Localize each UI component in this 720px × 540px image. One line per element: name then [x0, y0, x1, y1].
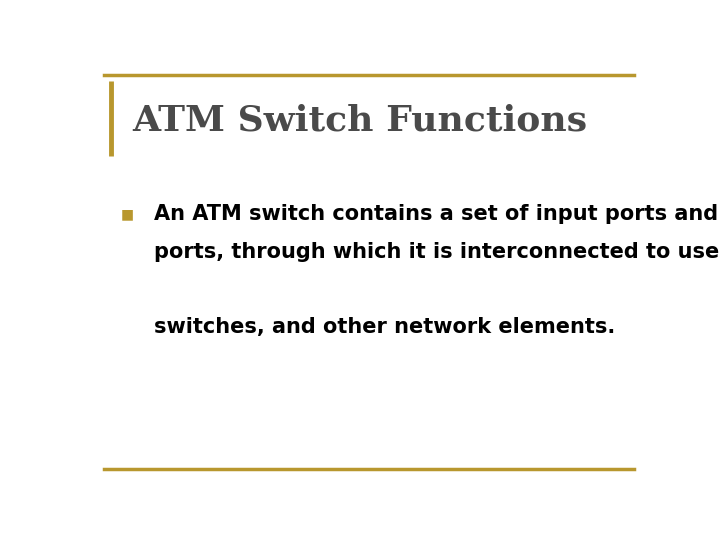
Text: switches, and other network elements.: switches, and other network elements.	[154, 317, 616, 337]
Text: An ATM switch contains a set of input ports and output: An ATM switch contains a set of input po…	[154, 205, 720, 225]
Text: ports, through which it is interconnected to users, other: ports, through which it is interconnecte…	[154, 242, 720, 262]
Text: ■: ■	[121, 207, 134, 221]
Text: ATM Switch Functions: ATM Switch Functions	[132, 104, 587, 138]
